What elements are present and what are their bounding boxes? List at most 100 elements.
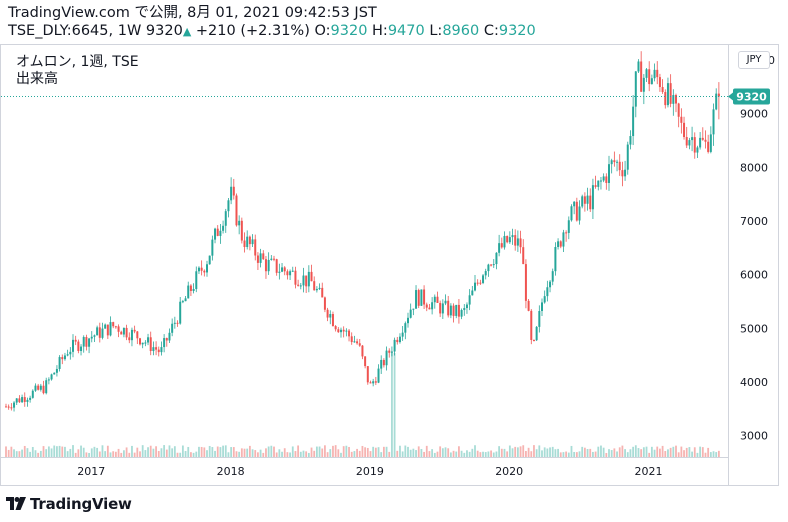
volume-bar bbox=[570, 445, 573, 457]
volume-bar bbox=[374, 447, 377, 457]
volume-bar bbox=[508, 445, 511, 457]
candle-body bbox=[7, 406, 10, 408]
candle-body bbox=[653, 69, 656, 79]
volume-bar bbox=[715, 452, 718, 457]
low-label: L: bbox=[429, 23, 443, 39]
candle-body bbox=[455, 304, 458, 316]
candle-body bbox=[508, 237, 511, 243]
volume-bar bbox=[133, 452, 136, 457]
volume-bar bbox=[163, 445, 166, 457]
volume-bar bbox=[270, 445, 273, 457]
candle-body bbox=[90, 336, 93, 339]
candle-body bbox=[428, 307, 431, 310]
candle-body bbox=[629, 136, 632, 145]
candle-body bbox=[168, 332, 171, 341]
volume-bar bbox=[117, 448, 120, 457]
candle-body bbox=[661, 87, 664, 93]
candle-body bbox=[688, 140, 691, 146]
candle-body bbox=[618, 161, 621, 171]
volume-bar bbox=[664, 451, 667, 457]
candle-body bbox=[267, 259, 270, 272]
candle-body bbox=[602, 176, 605, 181]
volume-bar bbox=[144, 450, 147, 457]
candle-body bbox=[685, 137, 688, 146]
candle-body bbox=[656, 69, 659, 78]
candle-body bbox=[240, 220, 243, 241]
candle-body bbox=[248, 236, 251, 245]
volume-bar bbox=[23, 445, 26, 457]
currency-button[interactable]: JPY bbox=[738, 51, 770, 69]
y-tick-label: 3000 bbox=[740, 430, 768, 443]
candle-body bbox=[672, 95, 675, 104]
volume-bar bbox=[198, 446, 200, 457]
volume-bar bbox=[50, 448, 53, 457]
candle-body bbox=[664, 92, 667, 106]
volume-bar bbox=[227, 452, 230, 457]
candle-body bbox=[96, 327, 99, 336]
candle-body bbox=[557, 241, 560, 247]
volume-bar bbox=[42, 446, 45, 457]
volume-bar bbox=[155, 446, 157, 457]
candle-body bbox=[632, 106, 635, 137]
volume-bar bbox=[184, 451, 187, 457]
candle-body bbox=[479, 282, 482, 284]
price-change: +210 (+2.31%) bbox=[195, 23, 310, 39]
volume-bar bbox=[409, 449, 412, 457]
candle-body bbox=[109, 322, 112, 336]
candle-body bbox=[409, 309, 412, 318]
volume-bar bbox=[420, 448, 423, 457]
candle-body bbox=[559, 241, 562, 247]
candle-body bbox=[10, 407, 13, 409]
volume-bar bbox=[315, 446, 318, 457]
volume-bar bbox=[120, 452, 123, 457]
candle-body bbox=[482, 275, 485, 283]
candle-body bbox=[302, 275, 305, 286]
candle-body bbox=[699, 137, 702, 148]
volume-bar bbox=[610, 450, 613, 457]
volume-bar bbox=[345, 445, 348, 457]
volume-bar bbox=[476, 450, 479, 457]
candle-body bbox=[125, 327, 128, 338]
volume-bar bbox=[455, 451, 458, 457]
y-tick-label: 6000 bbox=[740, 269, 768, 282]
volume-bar bbox=[425, 445, 428, 457]
candle-body bbox=[136, 331, 139, 339]
candle-body bbox=[74, 339, 77, 342]
volume-bar bbox=[490, 450, 492, 457]
volume-bar bbox=[176, 452, 179, 457]
candle-body bbox=[281, 267, 284, 272]
volume-bar bbox=[123, 450, 125, 457]
volume-bar bbox=[34, 450, 37, 457]
candle-body bbox=[704, 139, 707, 142]
candle-body bbox=[444, 300, 447, 304]
volume-bar bbox=[525, 451, 527, 457]
volume-bar bbox=[321, 448, 324, 457]
volume-bar bbox=[80, 445, 82, 457]
volume-bar bbox=[29, 451, 32, 457]
candle-body bbox=[157, 349, 160, 353]
candle-body bbox=[519, 238, 522, 248]
volume-bar bbox=[709, 452, 712, 457]
candle-body bbox=[214, 228, 217, 240]
volume-bar bbox=[581, 446, 584, 457]
candle-body bbox=[522, 247, 525, 265]
candle-body bbox=[530, 310, 533, 340]
volume-bar bbox=[149, 445, 152, 457]
volume-bar bbox=[214, 450, 216, 457]
volume-bar bbox=[583, 447, 586, 457]
volume-bar bbox=[712, 451, 715, 457]
candle-body bbox=[326, 309, 329, 318]
candle-body bbox=[348, 330, 351, 337]
candle-body bbox=[187, 285, 190, 299]
candle-body bbox=[369, 382, 372, 384]
volume-bar bbox=[549, 447, 551, 457]
candle-body bbox=[120, 331, 123, 335]
tradingview-logo[interactable]: TradingView bbox=[6, 494, 132, 514]
volume-bar bbox=[165, 449, 168, 457]
y-tick-label: 9000 bbox=[740, 108, 768, 121]
volume-bar bbox=[557, 448, 559, 457]
candle-body bbox=[61, 357, 64, 360]
high-value: 9470 bbox=[387, 23, 425, 39]
volume-bar bbox=[704, 452, 707, 457]
